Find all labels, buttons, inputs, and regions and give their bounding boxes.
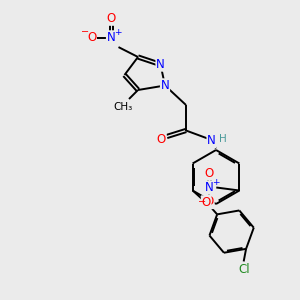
Text: Cl: Cl: [238, 263, 250, 276]
Text: O: O: [106, 12, 116, 25]
Text: H: H: [219, 134, 227, 144]
Text: N: N: [207, 134, 216, 148]
Text: O: O: [205, 167, 214, 180]
Text: O: O: [202, 196, 211, 209]
Text: N: N: [106, 31, 116, 44]
Text: −: −: [198, 197, 206, 208]
Text: +: +: [114, 28, 122, 37]
Text: CH₃: CH₃: [113, 101, 133, 112]
Text: O: O: [205, 195, 214, 208]
Text: −: −: [81, 27, 89, 37]
Text: +: +: [212, 178, 220, 187]
Text: N: N: [205, 181, 214, 194]
Text: O: O: [157, 133, 166, 146]
Text: O: O: [87, 31, 96, 44]
Text: N: N: [160, 79, 169, 92]
Text: N: N: [156, 58, 165, 71]
